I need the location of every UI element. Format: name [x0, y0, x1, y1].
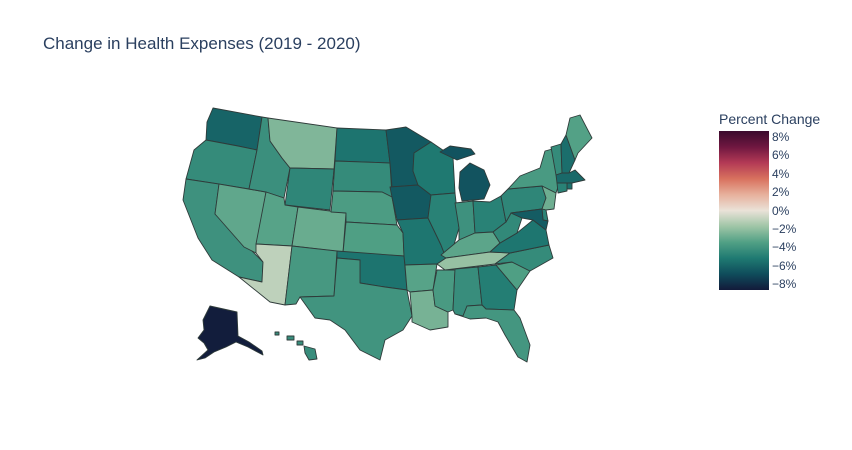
colorbar-tick-label: 0%	[772, 203, 790, 218]
colorbar-tick-label: 8%	[772, 129, 790, 144]
state-fl[interactable]	[454, 304, 531, 363]
colorbar	[719, 131, 769, 290]
chart-title: Change in Health Expenses (2019 - 2020)	[43, 34, 361, 53]
state-hi[interactable]	[274, 331, 318, 361]
state-ct[interactable]	[556, 182, 568, 194]
colorbar-tick-label: 4%	[772, 166, 790, 181]
colorbar-tick-label: 2%	[772, 185, 790, 199]
state-mi[interactable]	[439, 145, 491, 202]
state-nh[interactable]	[560, 134, 576, 174]
state-me[interactable]	[565, 114, 593, 161]
colorbar-title: Percent Change	[719, 111, 821, 127]
state-wy[interactable]	[284, 167, 335, 211]
state-ak[interactable]	[196, 305, 264, 361]
colorbar-tick-label: −4%	[772, 240, 797, 255]
state-co[interactable]	[291, 206, 347, 253]
states-layer	[182, 107, 593, 363]
state-ri[interactable]	[566, 182, 573, 190]
colorbar-tick-label: −8%	[772, 277, 797, 292]
state-ar[interactable]	[404, 263, 438, 293]
colorbar-tick-label: −6%	[772, 258, 797, 273]
colorbar-tick-label: 6%	[772, 148, 790, 163]
state-ks[interactable]	[342, 221, 405, 257]
state-md[interactable]	[510, 208, 549, 231]
state-tx[interactable]	[299, 257, 413, 361]
state-ms[interactable]	[432, 269, 456, 313]
state-nd[interactable]	[334, 127, 391, 164]
colorbar-tick-label: −2%	[772, 221, 797, 236]
